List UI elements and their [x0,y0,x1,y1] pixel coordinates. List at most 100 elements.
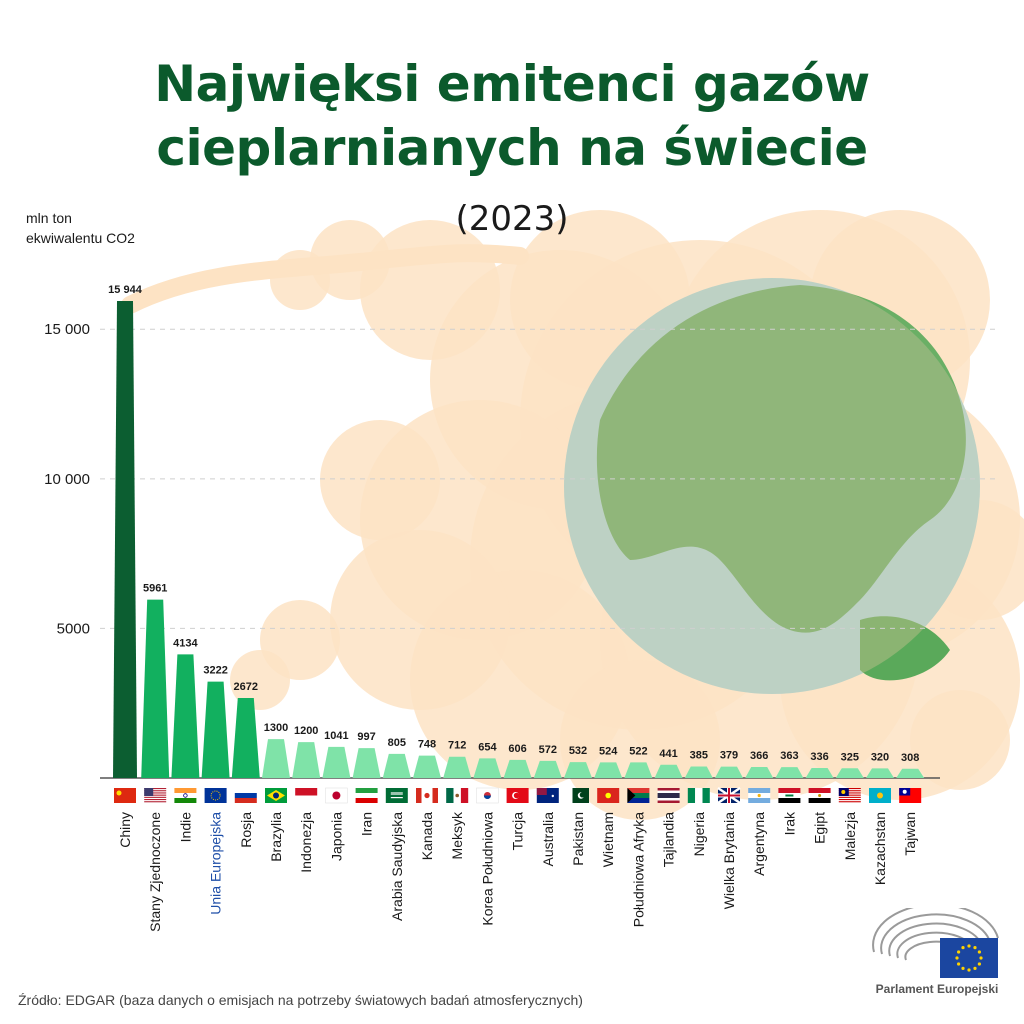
iraq-flag-icon [778,788,801,803]
value-label-indonesia: 1200 [294,725,318,737]
value-label-saudi-arabia: 805 [388,737,406,749]
bar-iran [352,748,381,778]
value-label-turkey: 606 [508,743,526,755]
usa-flag-icon [144,788,167,803]
eu-star [973,946,977,950]
kazakhstan-flag-icon [869,788,891,803]
category-label-taiwan: Tajwan [902,812,918,856]
bar-taiwan [896,768,925,778]
category-label-eu: Unia Europejska [208,812,224,915]
y-tick-labels: 5000 10 000 15 000 [44,321,90,637]
value-label-nigeria: 385 [690,749,708,761]
category-label-south-korea: Korea Południowa [479,812,495,926]
title-line-1: Najwięksi emitenci gazów [154,55,870,113]
china-flag-icon [114,788,136,803]
smoke-trail [121,244,529,314]
bar-brazil [262,739,290,778]
value-label-india: 4134 [173,637,198,649]
globe-land-asia [596,285,966,633]
south-africa-flag-icon [627,788,650,803]
value-label-vietnam: 524 [599,745,618,757]
thailand-flag-icon [657,788,680,803]
category-label-mexico: Meksyk [449,811,465,859]
eu-star [957,962,961,966]
category-label-malaysia: Malezja [842,812,858,860]
category-label-united-kingdom: Wielka Brytania [721,812,737,909]
category-label-india: Indie [177,812,193,843]
value-label-usa: 5961 [143,583,167,595]
category-labels: Chiny Stany Zjednoczone Indie Unia Europejs… [117,811,918,932]
bar-south-africa [624,762,653,778]
bar-japan [322,746,351,778]
bar-kazakhstan [866,768,894,778]
value-label-brazil: 1300 [264,722,288,734]
value-label-taiwan: 308 [901,752,919,764]
eu-star [967,968,971,972]
bar-india [171,654,200,778]
bar-mexico [443,756,472,778]
eu-star [957,950,961,954]
mexico-flag-icon [446,788,469,803]
eu-star [961,966,965,970]
bar-vietnam [594,762,623,778]
flags [114,786,922,805]
category-label-argentina: Argentyna [751,812,767,876]
eu-star [955,956,959,960]
globe-land-australia [860,616,950,681]
bar-australia [533,760,562,778]
value-label-canada: 748 [418,739,436,751]
y-axis-label-line-2: ekwiwalentu CO2 [26,230,135,246]
taiwan-flag-icon [899,788,922,803]
globe-illustration [564,278,980,694]
south-korea-flag-icon [476,787,499,804]
argentina-flag-icon [748,788,771,803]
value-label-south-africa: 522 [629,745,647,757]
category-label-indonesia: Indonezja [298,812,314,873]
smoke-puff [360,220,500,360]
value-label-thailand: 441 [659,748,677,760]
title-line-2: cieplarnianych na świecie [156,119,868,177]
turkey-flag-icon [506,788,529,803]
category-label-iran: Iran [359,812,375,836]
bar-usa [141,599,170,778]
bar-china [113,301,137,778]
eu-star [967,944,971,948]
united-kingdom-flag-icon [717,786,741,805]
bar-pakistan [564,762,592,778]
category-label-russia: Rosja [238,812,254,848]
eu-star [961,946,965,950]
y-tick-label: 10 000 [44,471,90,488]
value-label-argentina: 366 [750,750,768,762]
page-title: Najwięksi emitenci gazów cieplarnianych … [0,52,1024,180]
bar-argentina [745,767,774,778]
value-label-iran: 997 [357,731,375,743]
category-label-vietnam: Wietnam [600,812,616,867]
bar-russia [231,698,260,778]
category-label-thailand: Tajlandia [661,812,677,867]
category-label-usa: Stany Zjednoczone [147,812,163,932]
russia-flag-icon [234,788,257,803]
bar-nigeria [684,766,713,778]
category-label-saudi-arabia: Arabia Saudyjska [389,812,405,921]
value-label-japan: 1041 [324,730,348,742]
eu-star [979,956,983,960]
y-axis-label: mln ton ekwiwalentu CO2 [26,208,226,248]
category-label-kazakhstan: Kazachstan [872,812,888,885]
globe-haze [564,278,980,694]
eu-star [977,950,981,954]
bar-eu [201,681,230,778]
category-label-turkey: Turcja [510,812,526,851]
value-label-russia: 2672 [234,681,258,693]
logo-caption: Parlament Europejski [875,982,999,996]
india-flag-icon [174,788,197,803]
eu-flag-icon [204,788,227,803]
bars [113,301,925,778]
smoke-puff [230,650,290,710]
smoke-puff [320,420,440,540]
bar-thailand [654,764,683,778]
iran-flag-icon [355,788,378,803]
bar-iraq [775,767,804,778]
y-axis-label-line-1: mln ton [26,210,72,226]
